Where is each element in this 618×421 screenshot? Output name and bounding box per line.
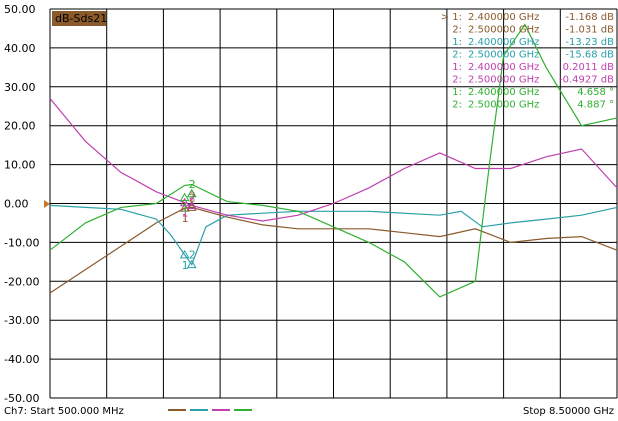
y-tick-label: 20.00 [4,120,36,133]
traces [49,23,618,298]
chart-title: dB-Sds21 [55,12,107,25]
readout-frequency: 2.500000 GHz [468,75,539,86]
readout-marker-num: 1: [452,62,462,73]
sweep-stop-label: Stop 8.50000 GHz [523,406,614,417]
y-tick-label: -50.00 [4,392,39,405]
y-tick-label: -40.00 [4,353,39,366]
y-tick-label: 40.00 [4,42,36,55]
readout-value: -13.23 dB [565,37,614,48]
trace-marker-triangle [186,188,197,198]
readout-frequency: 2.400000 GHz [468,12,539,23]
y-tick-label: 10.00 [4,159,36,172]
title-background [52,11,106,26]
readout-frequency: 2.400000 GHz [468,62,539,73]
trace-line-2 [49,204,618,266]
grid [49,8,618,399]
readout-marker-num: 2: [452,100,462,111]
trace-marker-label: 2 [189,191,196,204]
readout-value: 0.2011 dB [563,62,615,73]
trace-marker-triangle [179,192,190,202]
y-tick-label: 30.00 [4,81,36,94]
marker-readout-table: > 1: 2.400000 GHz -1.168 dB 2: 2.500000 GHz -… [441,12,614,111]
y-tick-label: -20.00 [4,275,39,288]
readout-frequency: 2.500000 GHz [468,25,539,36]
trace-marker-triangle [186,202,197,211]
y-axis-tick-labels: 50.00 40.00 30.00 20.00 10.00 0.00 -10.00 -20.0… [4,3,39,405]
trace-marker-label: 1 [182,207,189,220]
readout-marker-num: 2: [452,50,462,61]
trace-line-3 [49,98,618,222]
readout-frequency: 2.500000 GHz [468,100,539,111]
trace-marker-label: 1 [182,212,189,225]
trace-marker-label: 1 [182,202,189,215]
readout-marker-num: 2: [452,75,462,86]
readout-value: -1.031 dB [565,25,614,36]
trace-marker-label: 2 [189,178,196,191]
reference-level-marker [44,200,50,208]
trace-line-4 [49,23,618,298]
readout-value: -0.4927 dB [559,75,614,86]
readout-value: -1.168 dB [565,12,614,23]
trace-marker-label: 2 [189,249,196,262]
readout-marker-num: 1: [452,87,462,98]
trace-marker-label: 2 [189,189,196,202]
readout-frequency: 2.400000 GHz [468,37,539,48]
trace-marker-triangle [179,203,190,212]
readout-frequency: 2.400000 GHz [468,87,539,98]
readout-value: 4.658 ° [577,87,614,98]
trace-marker-triangle [186,259,197,269]
readout-marker-num: 1: [452,37,462,48]
readout-marker-num: > 1: [441,12,462,23]
y-tick-label: 0.00 [4,198,29,211]
trace-marker-triangle [179,249,190,259]
y-tick-label: -10.00 [4,236,39,249]
sweep-start-label: Ch7: Start 500.000 MHz [4,406,124,417]
y-tick-label: -30.00 [4,314,39,327]
readout-value: 4.887 ° [577,100,614,111]
y-tick-label: 50.00 [4,3,36,16]
trace-marker-triangle [186,200,197,209]
readout-value: -15.68 dB [565,50,614,61]
trace-marker-label: 1 [182,259,189,272]
readout-frequency: 2.500000 GHz [468,50,539,61]
trace-line-1 [49,206,618,294]
readout-marker-num: 2: [452,25,462,36]
trace-marker-triangle [179,197,190,207]
